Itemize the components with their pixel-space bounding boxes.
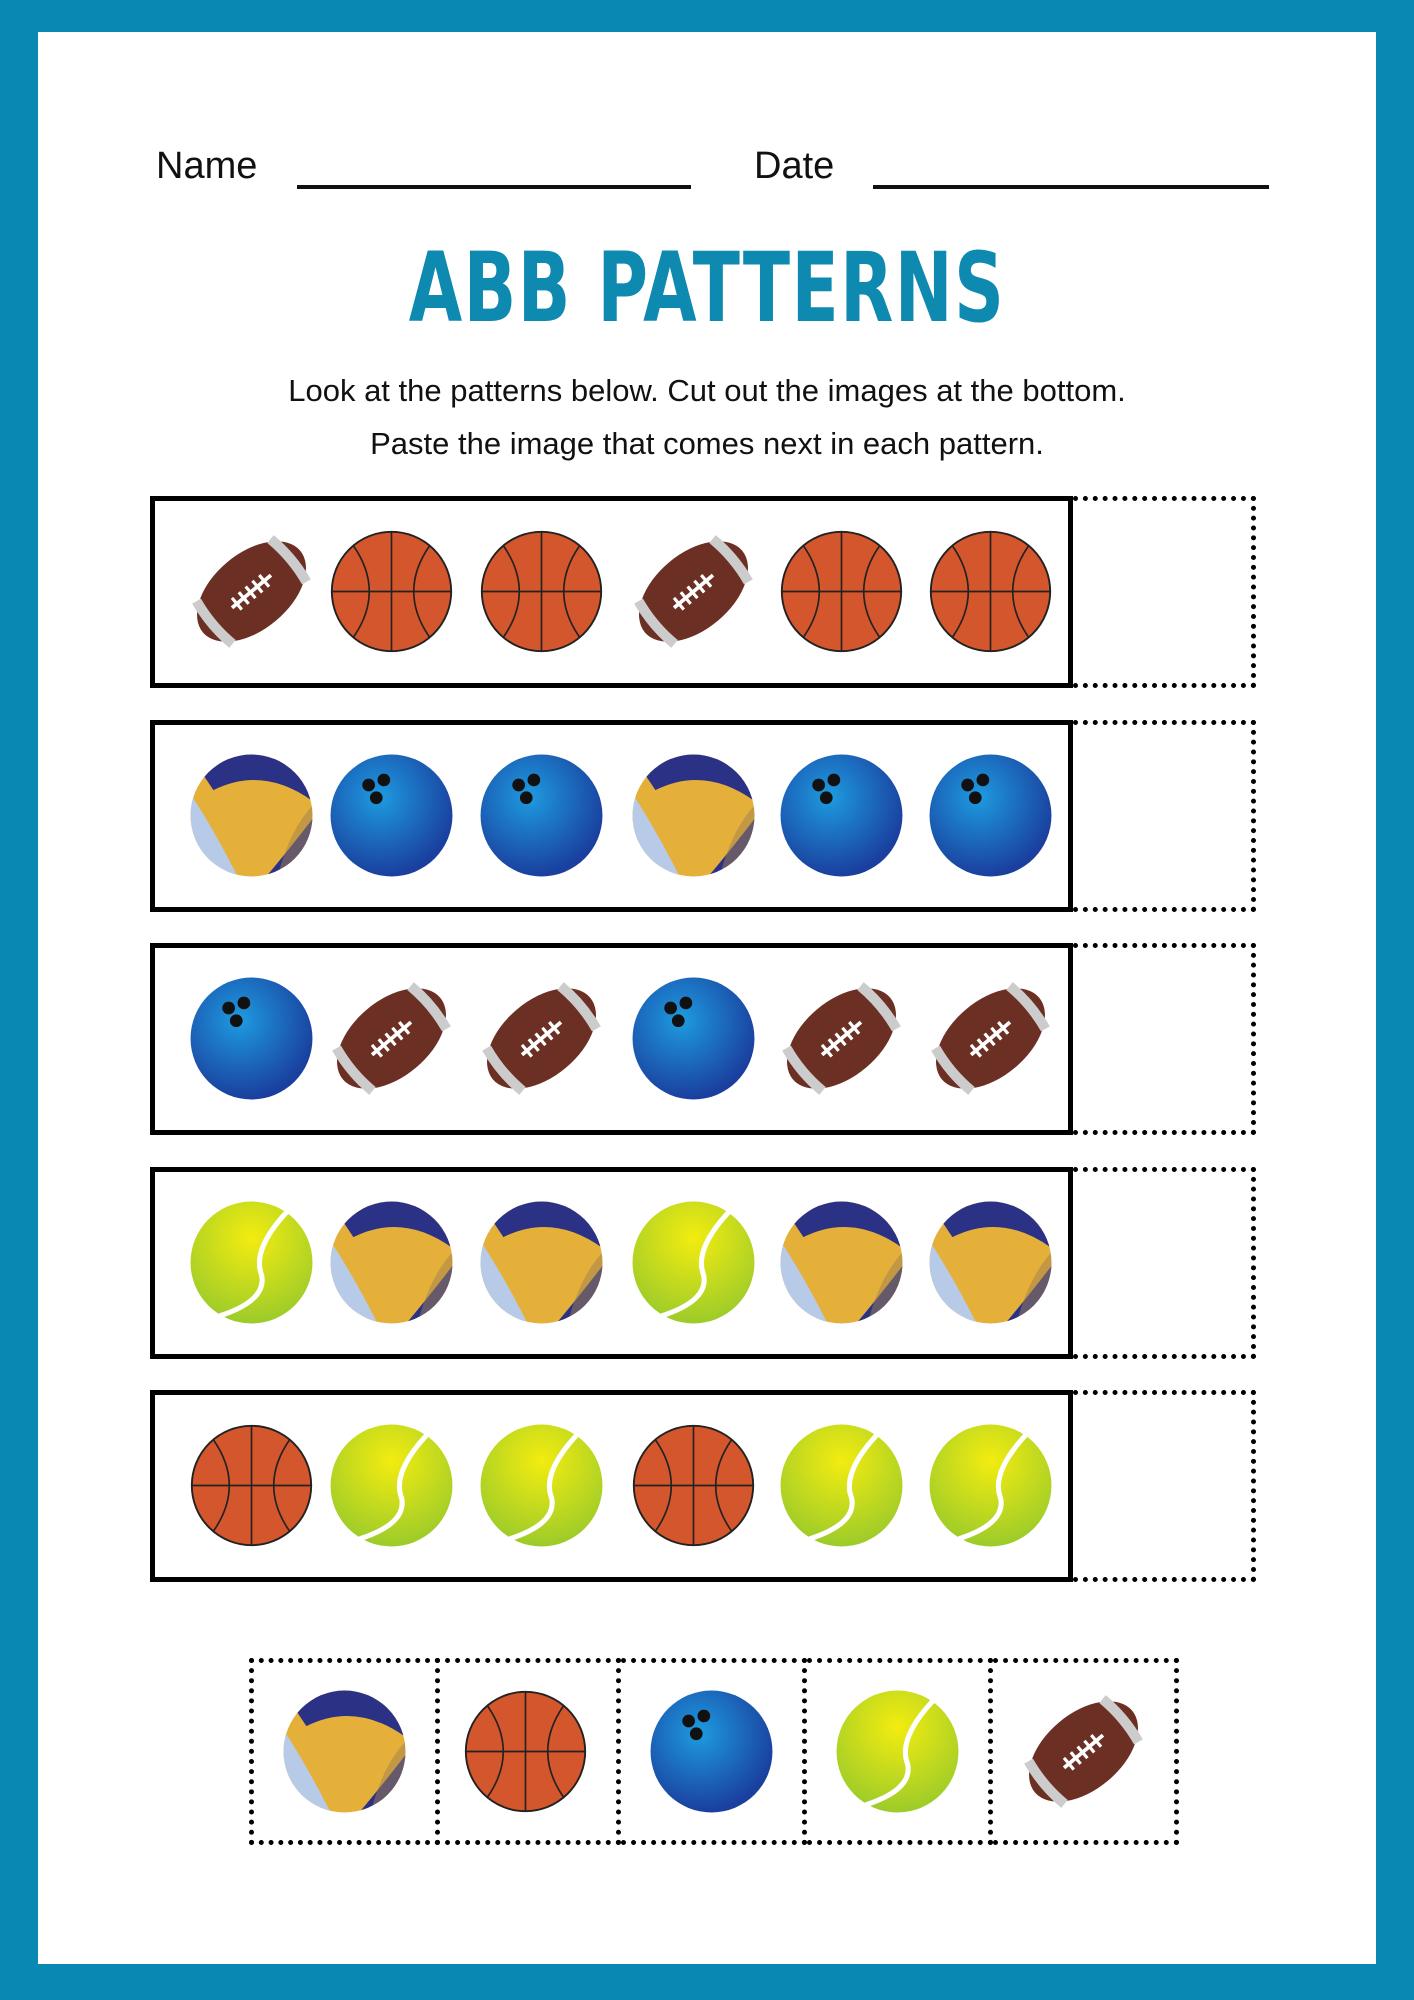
football-icon bbox=[927, 975, 1054, 1102]
pattern-row bbox=[150, 1390, 1269, 1582]
football-icon bbox=[328, 975, 455, 1102]
basketball-icon bbox=[328, 528, 455, 655]
basketball-icon bbox=[462, 1688, 589, 1815]
bowling-ball-icon bbox=[927, 752, 1054, 879]
basketball-icon bbox=[478, 528, 605, 655]
answer-slot[interactable] bbox=[1073, 496, 1256, 688]
football-icon bbox=[1020, 1688, 1147, 1815]
football-icon bbox=[630, 528, 757, 655]
pattern-box bbox=[150, 720, 1073, 912]
volleyball-icon bbox=[778, 1199, 905, 1326]
bowling-ball-icon bbox=[648, 1688, 775, 1815]
answer-slot[interactable] bbox=[1073, 1167, 1256, 1359]
name-label: Name bbox=[156, 145, 258, 187]
volleyball-icon bbox=[188, 752, 315, 879]
cutout-strip bbox=[249, 1658, 1179, 1845]
football-icon bbox=[778, 975, 905, 1102]
basketball-icon bbox=[630, 1422, 757, 1549]
pattern-row bbox=[150, 943, 1269, 1135]
bowling-ball-icon bbox=[778, 752, 905, 879]
cutout-volleyball[interactable] bbox=[249, 1658, 440, 1845]
pattern-row bbox=[150, 496, 1269, 688]
football-icon bbox=[188, 528, 315, 655]
volleyball-icon bbox=[281, 1688, 408, 1815]
cutout-basketball[interactable] bbox=[435, 1658, 621, 1845]
answer-slot[interactable] bbox=[1073, 720, 1256, 912]
tennis-ball-icon bbox=[188, 1199, 315, 1326]
date-label: Date bbox=[754, 145, 835, 187]
tennis-ball-icon bbox=[778, 1422, 905, 1549]
pattern-box bbox=[150, 943, 1073, 1135]
volleyball-icon bbox=[328, 1199, 455, 1326]
answer-slot[interactable] bbox=[1073, 1390, 1256, 1582]
tennis-ball-icon bbox=[328, 1422, 455, 1549]
volleyball-icon bbox=[927, 1199, 1054, 1326]
bowling-ball-icon bbox=[328, 752, 455, 879]
volleyball-icon bbox=[630, 752, 757, 879]
tennis-ball-icon bbox=[927, 1422, 1054, 1549]
pattern-box bbox=[150, 1390, 1073, 1582]
date-field[interactable] bbox=[873, 185, 1269, 189]
bowling-ball-icon bbox=[188, 975, 315, 1102]
pattern-box bbox=[150, 496, 1073, 688]
basketball-icon bbox=[778, 528, 905, 655]
bowling-ball-icon bbox=[630, 975, 757, 1102]
pattern-box bbox=[150, 1167, 1073, 1359]
tennis-ball-icon bbox=[630, 1199, 757, 1326]
name-field[interactable] bbox=[297, 185, 691, 189]
pattern-row bbox=[150, 1167, 1269, 1359]
instruction-line-2: Paste the image that comes next in each … bbox=[370, 426, 1044, 461]
answer-slot[interactable] bbox=[1073, 943, 1256, 1135]
pattern-row bbox=[150, 720, 1269, 912]
bowling-ball-icon bbox=[478, 752, 605, 879]
cutout-tennis-ball[interactable] bbox=[807, 1658, 993, 1845]
instruction-line-1: Look at the patterns below. Cut out the … bbox=[288, 373, 1126, 408]
basketball-icon bbox=[188, 1422, 315, 1549]
volleyball-icon bbox=[478, 1199, 605, 1326]
tennis-ball-icon bbox=[478, 1422, 605, 1549]
cutout-football[interactable] bbox=[993, 1658, 1179, 1845]
football-icon bbox=[478, 975, 605, 1102]
tennis-ball-icon bbox=[834, 1688, 961, 1815]
cutout-bowling-ball[interactable] bbox=[621, 1658, 807, 1845]
basketball-icon bbox=[927, 528, 1054, 655]
page-title: ABB PATTERNS bbox=[408, 232, 1006, 344]
